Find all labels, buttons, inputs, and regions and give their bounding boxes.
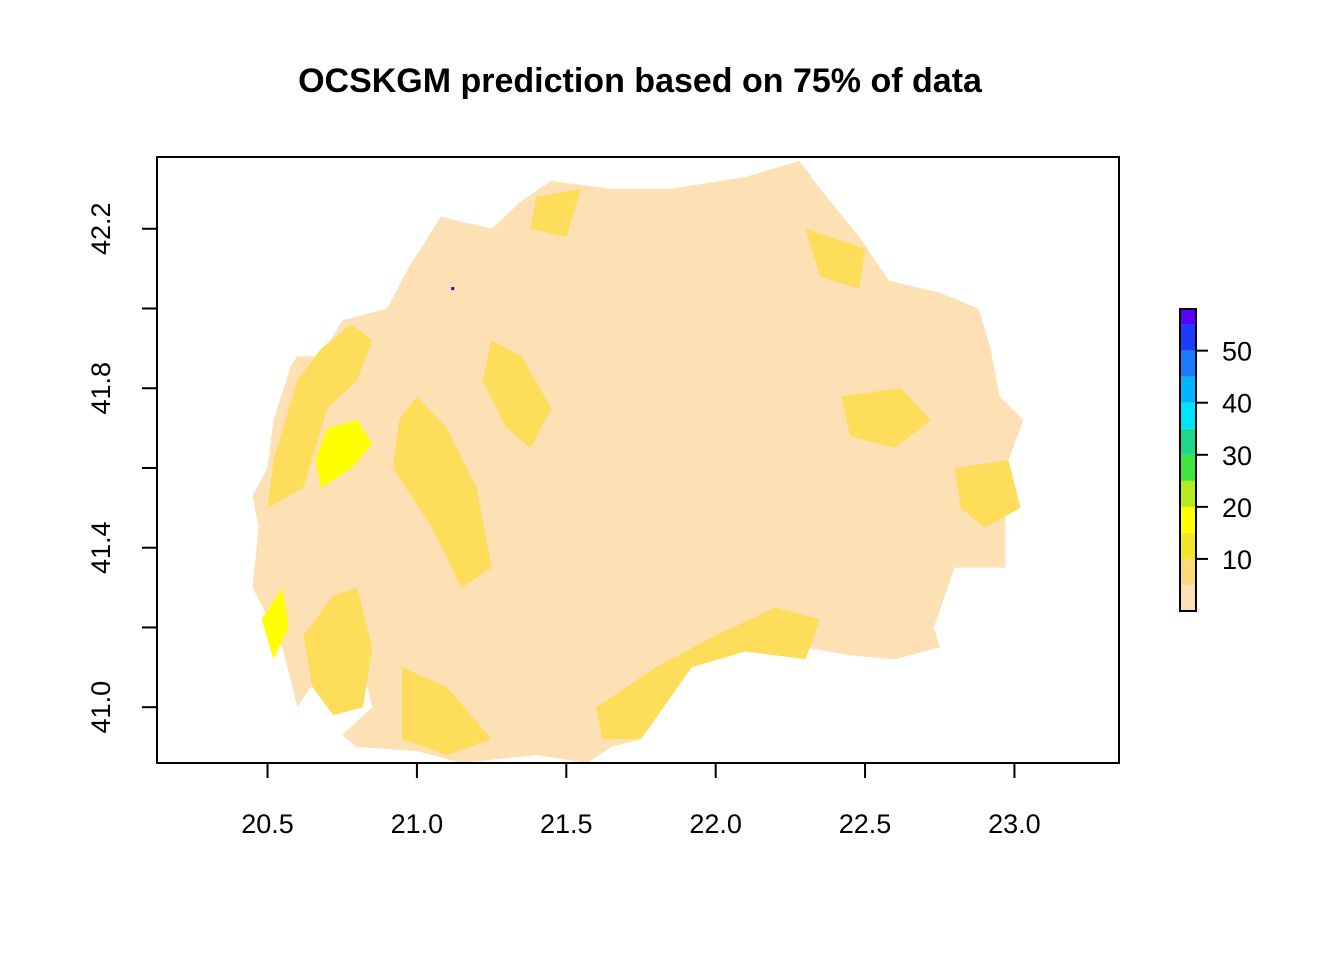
legend-swatch [1180, 428, 1196, 455]
legend-tick-label: 20 [1222, 493, 1252, 523]
y-axis: 41.0 41.4 41.8 42.2 [86, 202, 158, 734]
country-region [252, 161, 1024, 763]
high-region [261, 587, 289, 660]
moderate-region [393, 396, 492, 588]
y-tick-label: 41.4 [86, 521, 116, 574]
legend-swatch [1180, 532, 1196, 559]
x-tick-label: 20.5 [241, 809, 294, 839]
legend-tick-label: 50 [1222, 337, 1252, 367]
high-region [315, 420, 373, 488]
legend-swatch [1180, 454, 1196, 481]
moderate-region [482, 340, 552, 448]
moderate-region [841, 388, 931, 448]
legend-swatch [1180, 309, 1196, 325]
legend-swatch [1180, 506, 1196, 533]
legend-swatch [1180, 324, 1196, 351]
moderate-region [954, 460, 1021, 528]
legend-tick-label: 10 [1222, 545, 1252, 575]
x-tick-label: 23.0 [988, 809, 1041, 839]
moderate-region [530, 188, 582, 237]
moderate-region [267, 324, 373, 508]
legend-swatch [1180, 558, 1196, 585]
legend-swatch [1180, 402, 1196, 429]
moderate-region [805, 228, 866, 289]
legend-frame [1179, 308, 1197, 612]
y-tick-label: 41.0 [86, 681, 116, 734]
legend-swatch [1180, 584, 1196, 611]
legend-tick-label: 40 [1222, 389, 1252, 419]
y-tick-label: 41.8 [86, 362, 116, 415]
x-tick-label: 21.5 [540, 809, 593, 839]
moderate-region [402, 667, 492, 755]
legend-swatch [1180, 480, 1196, 507]
color-legend: 10 20 30 40 50 [1179, 308, 1252, 612]
chart-title: OCSKGM prediction based on 75% of data [298, 62, 983, 100]
x-tick-label: 22.5 [839, 809, 892, 839]
raster-map [252, 161, 1024, 763]
x-tick-label: 21.0 [391, 809, 444, 839]
moderate-region [596, 607, 821, 740]
legend-swatch [1180, 350, 1196, 377]
x-axis: 20.5 21.0 21.5 22.0 22.5 23.0 [241, 762, 1041, 839]
legend-tick-label: 30 [1222, 441, 1252, 471]
y-tick-label: 42.2 [86, 202, 116, 255]
moderate-region [303, 587, 373, 716]
legend-swatch [1180, 376, 1196, 403]
x-tick-label: 22.0 [689, 809, 742, 839]
max-value-cell [451, 287, 455, 291]
